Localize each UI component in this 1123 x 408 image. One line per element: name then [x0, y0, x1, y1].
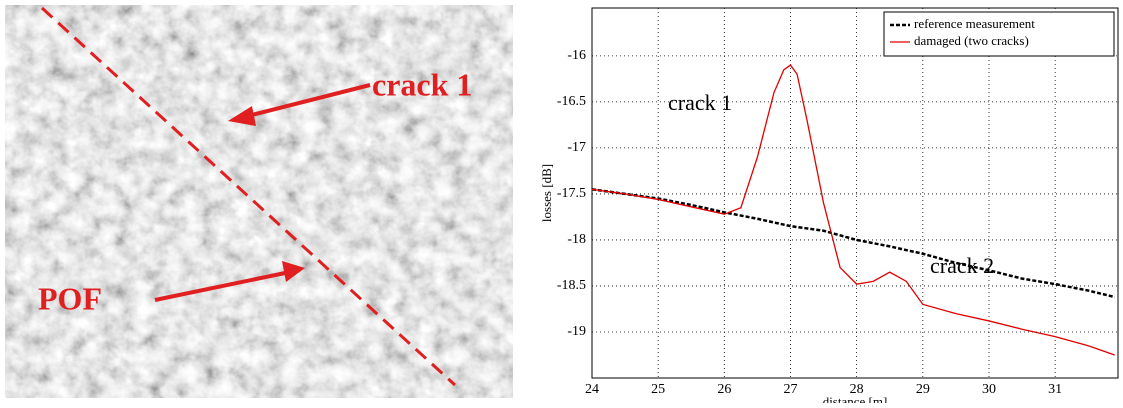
photo-label: POF [38, 280, 102, 316]
x-tick-label: 31 [1048, 382, 1062, 397]
photo-texture [5, 5, 513, 398]
y-tick-label: -16 [567, 48, 586, 63]
x-tick-label: 26 [717, 382, 731, 397]
x-tick-label: 30 [982, 382, 996, 397]
legend-label: reference measurement [914, 16, 1035, 31]
annotation: crack 1 [668, 90, 732, 115]
x-tick-label: 27 [783, 382, 797, 397]
y-tick-label: -18.5 [557, 278, 586, 293]
annotation: crack 2 [930, 253, 994, 278]
figure: crack 1 POF 2425262728293031-16-16.5-17-… [0, 0, 1123, 403]
photo: crack 1 POF [5, 5, 513, 398]
plot-area [592, 8, 1118, 378]
photo-label: crack 1 [372, 66, 472, 102]
y-tick-label: -16.5 [557, 94, 586, 109]
x-tick-label: 24 [585, 382, 599, 397]
y-tick-label: -19 [567, 324, 586, 339]
y-tick-label: -17 [567, 140, 586, 155]
y-tick-label: -18 [567, 232, 586, 247]
x-tick-label: 29 [916, 382, 930, 397]
x-axis-label: distance [m] [823, 394, 888, 403]
y-axis-label: losses [dB] [539, 164, 554, 222]
y-tick-label: -17.5 [557, 186, 586, 201]
x-tick-label: 25 [651, 382, 665, 397]
legend-label: damaged (two cracks) [914, 33, 1029, 48]
